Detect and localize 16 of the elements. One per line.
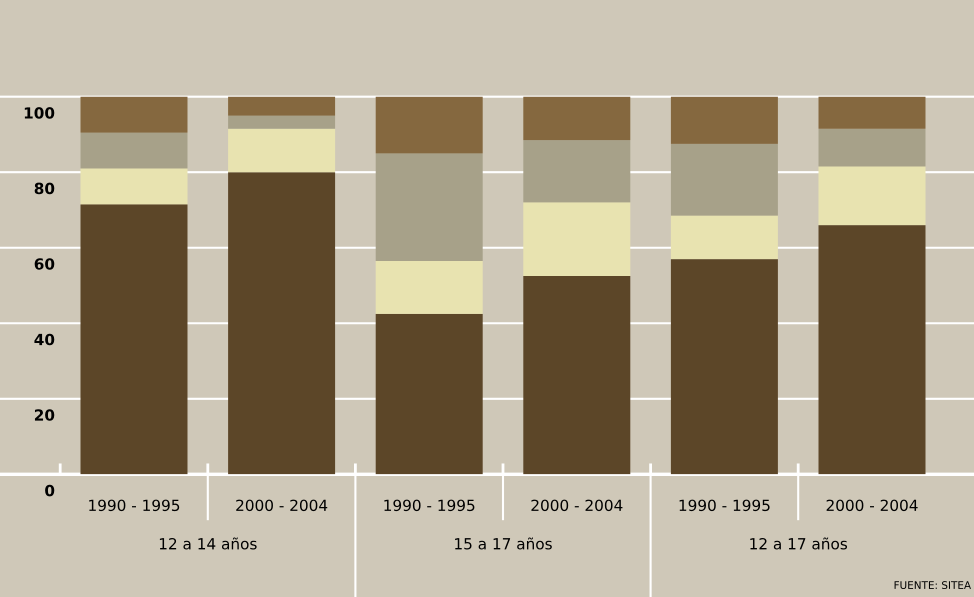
y-tick-label: 80 — [34, 182, 54, 194]
y-tick-label: 20 — [34, 409, 54, 421]
y-tick-label: 40 — [34, 334, 54, 346]
source-note: FUENTE: SITEA — [894, 581, 971, 590]
x-tick-label: 2000 - 2004 — [826, 500, 918, 512]
x-tick-label: 2000 - 2004 — [236, 500, 328, 512]
y-tick-label: 100 — [24, 107, 54, 119]
x-tick-label: 1990 - 1995 — [680, 500, 770, 512]
y-tick-label: 0 — [45, 484, 54, 496]
x-tick-label: 1990 - 1995 — [89, 500, 180, 512]
x-tick-label: 1990 - 1995 — [384, 500, 474, 512]
text: 12 a 14 años — [160, 537, 257, 550]
x-tick-label: 2000 - 2004 — [531, 500, 622, 512]
text: 15 a 17 años — [455, 537, 552, 550]
y-tick-label: 60 — [34, 258, 54, 270]
text: 12 a 17 años — [750, 537, 848, 550]
